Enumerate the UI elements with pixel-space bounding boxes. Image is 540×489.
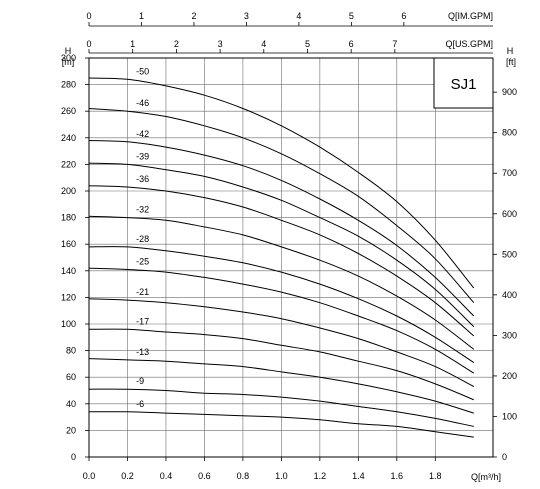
y-right-axis-label-unit: [ft]: [506, 57, 516, 67]
y-tick-label: 200: [61, 186, 76, 196]
y-tick-label: 80: [66, 346, 76, 356]
x-tick-label: 1.4: [352, 471, 365, 481]
plot-frame: [88, 57, 494, 458]
curve-line: [88, 298, 475, 387]
y-tick-label: 280: [61, 80, 76, 90]
curve-line: [88, 77, 475, 289]
im-gpm-tick-label: 1: [139, 11, 144, 21]
y-axis-label-symbol: H: [65, 46, 72, 56]
y-tick-label: 300: [61, 53, 76, 63]
curve-label: -39: [136, 151, 149, 161]
model-badge-label: SJ1: [451, 76, 477, 93]
us-gpm-tick-label: 0: [86, 39, 91, 49]
y-right-tick-label: 200: [502, 371, 517, 381]
y-right-axis-label-symbol: H: [507, 46, 514, 56]
curve-line: [88, 328, 474, 401]
y-axis-label-unit: [m]: [62, 57, 75, 67]
curve-label: -9: [136, 376, 144, 386]
y-right-tick-label: 600: [502, 209, 517, 219]
curve-label: -42: [136, 129, 149, 139]
y-right-tick-label: 0: [502, 452, 507, 462]
y-right-tick-label: 500: [502, 249, 517, 259]
y-tick-label: 220: [61, 159, 76, 169]
y-tick-label: 120: [61, 292, 76, 302]
us-gpm-tick-label: 6: [349, 39, 354, 49]
curve-line: [88, 267, 475, 374]
curve-line: [88, 358, 474, 414]
curve-line: [88, 185, 475, 337]
y-tick-label: 260: [61, 106, 76, 116]
y-tick-label: 20: [66, 425, 76, 435]
us-gpm-tick-label: 1: [130, 39, 135, 49]
y-tick-label: 100: [61, 319, 76, 329]
curve-line: [88, 140, 475, 317]
im-gpm-tick-label: 4: [296, 11, 301, 21]
y-tick-label: 0: [71, 452, 76, 462]
us-gpm-tick-label: 7: [392, 39, 397, 49]
curve-label: -28: [136, 234, 149, 244]
y-right-tick-label: 700: [502, 168, 517, 178]
y-right-tick-label: 100: [502, 411, 517, 421]
curve-line: [88, 411, 474, 438]
x-tick-label: 0.0: [83, 471, 96, 481]
x-tick-label: 0.8: [237, 471, 250, 481]
curve-label: -32: [136, 205, 149, 215]
y-right-tick-label: 800: [502, 128, 517, 138]
grid: [88, 57, 494, 458]
im-gpm-tick-label: 3: [244, 11, 249, 21]
curve-label: -46: [136, 98, 149, 108]
im-gpm-axis-label: Q[IM.GPM]: [448, 11, 493, 21]
curve-line: [88, 162, 475, 328]
y-tick-label: 240: [61, 133, 76, 143]
y-right-tick-label: 400: [502, 290, 517, 300]
curve-label: -21: [136, 287, 149, 297]
curve-line: [88, 108, 475, 304]
us-gpm-tick-label: 4: [261, 39, 266, 49]
curve-line: [88, 246, 475, 364]
curve-line: [88, 215, 475, 350]
x-tick-label: 1.2: [314, 471, 327, 481]
us-gpm-tick-label: 3: [218, 39, 223, 49]
x-tick-label: 1.6: [391, 471, 404, 481]
curve-label: -6: [136, 399, 144, 409]
us-gpm-tick-label: 5: [305, 39, 310, 49]
y-right-tick-label: 900: [502, 87, 517, 97]
im-gpm-tick-label: 6: [401, 11, 406, 21]
us-gpm-tick-label: 2: [174, 39, 179, 49]
curve-label: -25: [136, 256, 149, 266]
curve-label: -17: [136, 316, 149, 326]
x-axis-label: Q[m³/h]: [471, 472, 501, 482]
curves: [88, 77, 475, 438]
us-gpm-axis-label: Q[US.GPM]: [445, 39, 493, 49]
y-tick-label: 40: [66, 399, 76, 409]
curve-label: -50: [136, 66, 149, 76]
model-badge-box: [433, 57, 494, 109]
im-gpm-tick-label: 0: [86, 11, 91, 21]
curve-line: [88, 388, 474, 427]
y-right-tick-label: 300: [502, 330, 517, 340]
curve-label: -36: [136, 174, 149, 184]
x-tick-label: 0.2: [121, 471, 134, 481]
y-tick-label: 160: [61, 239, 76, 249]
curve-label: -13: [136, 347, 149, 357]
im-gpm-tick-label: 5: [349, 11, 354, 21]
im-gpm-tick-label: 2: [191, 11, 196, 21]
x-tick-label: 1.8: [429, 471, 442, 481]
x-tick-label: 1.0: [275, 471, 288, 481]
x-tick-label: 0.6: [198, 471, 211, 481]
y-tick-label: 180: [61, 213, 76, 223]
x-tick-label: 0.4: [160, 471, 173, 481]
y-tick-label: 60: [66, 372, 76, 382]
y-tick-label: 140: [61, 266, 76, 276]
